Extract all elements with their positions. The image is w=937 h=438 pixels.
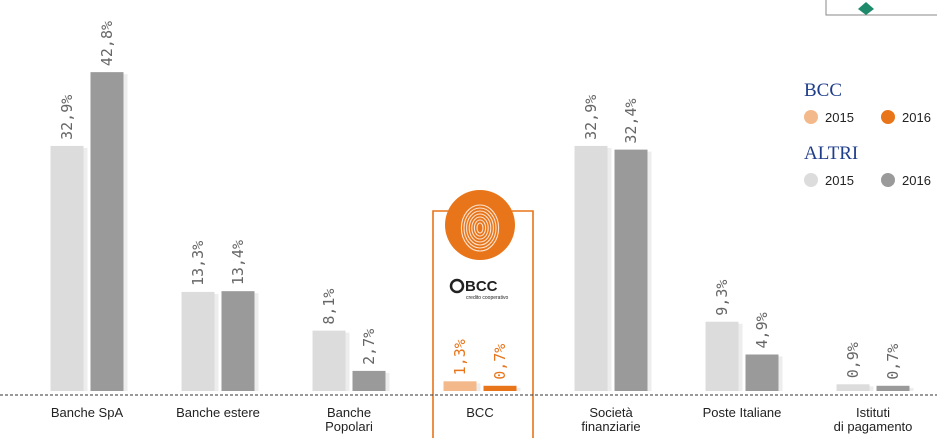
value-label-2016-6: 0,7% (884, 344, 902, 380)
category-label-0-0: Banche SpA (51, 405, 124, 420)
bar-2016-3 (483, 385, 517, 391)
value-label-2015-1: 13,3% (189, 241, 207, 286)
legend-swatch-1-1 (881, 173, 895, 187)
legend-label-1-0: 2015 (825, 173, 854, 188)
value-label-2016-4: 32,4% (622, 98, 640, 143)
legend-label-1-1: 2016 (902, 173, 931, 188)
bcc-wordmark-icon (449, 278, 465, 294)
value-label-2015-6: 0,9% (844, 342, 862, 378)
fingerprint-icon (445, 190, 515, 260)
category-label-2-1: Popolari (325, 419, 373, 434)
bar-2016-6 (876, 385, 910, 391)
category-label-6-1: di pagamento (834, 419, 913, 434)
fingerprint-ridge (466, 210, 494, 246)
value-label-2015-0: 32,9% (58, 95, 76, 140)
value-label-2016-5: 4,9% (753, 312, 771, 348)
value-label-2015-2: 8,1% (320, 289, 338, 325)
fingerprint-ridge (476, 222, 484, 234)
category-label-3-0: BCC (466, 405, 493, 420)
corner-mark-icon (858, 2, 874, 15)
bar-2016-5 (745, 354, 779, 391)
bar-2015-1 (181, 291, 215, 391)
category-label-2-0: Banche (327, 405, 371, 420)
bar-2015-2 (312, 330, 346, 391)
category-label-5-0: Poste Italiane (703, 405, 782, 420)
bar-2016-4 (614, 149, 648, 391)
bcc-logo-text: BCC (465, 278, 498, 295)
value-label-2015-3: 1,3% (451, 339, 469, 375)
value-label-2015-4: 32,9% (582, 95, 600, 140)
legend-title-0: BCC (804, 80, 842, 101)
bar-2015-5 (705, 321, 739, 391)
bar-2016-0 (90, 72, 124, 391)
value-label-2016-3: 0,7% (491, 344, 509, 380)
corner-box (825, 0, 937, 16)
category-label-4-0: Società (589, 405, 633, 420)
bar-2016-2 (352, 370, 386, 391)
fingerprint-ridge (471, 216, 489, 240)
bar-2015-6 (836, 384, 870, 391)
bar-2015-0 (50, 145, 84, 391)
legend-title-1: ALTRI (804, 143, 858, 164)
bar-2015-3 (443, 381, 477, 391)
value-label-2016-1: 13,4% (229, 240, 247, 285)
fingerprint-ridge (468, 213, 492, 243)
bar-2015-4 (574, 145, 608, 391)
category-label-4-1: finanziarie (581, 419, 640, 434)
bar-2016-1 (221, 291, 255, 391)
legend-swatch-0-1 (881, 110, 895, 124)
category-label-6-0: Istituti (856, 405, 890, 420)
legend-swatch-0-0 (804, 110, 818, 124)
category-label-1-0: Banche estere (176, 405, 260, 420)
bcc-logo-subtext: credito cooperativo (466, 295, 508, 301)
legend-swatch-1-0 (804, 173, 818, 187)
legend-label-0-0: 2015 (825, 110, 854, 125)
value-label-2016-2: 2,7% (360, 329, 378, 365)
value-label-2016-0: 42,8% (98, 21, 116, 66)
fingerprint-ridge (463, 207, 497, 249)
fingerprint-ridge (473, 219, 487, 237)
fingerprint-ridge (460, 204, 500, 252)
value-label-2015-5: 9,3% (713, 280, 731, 316)
legend-label-0-1: 2016 (902, 110, 931, 125)
